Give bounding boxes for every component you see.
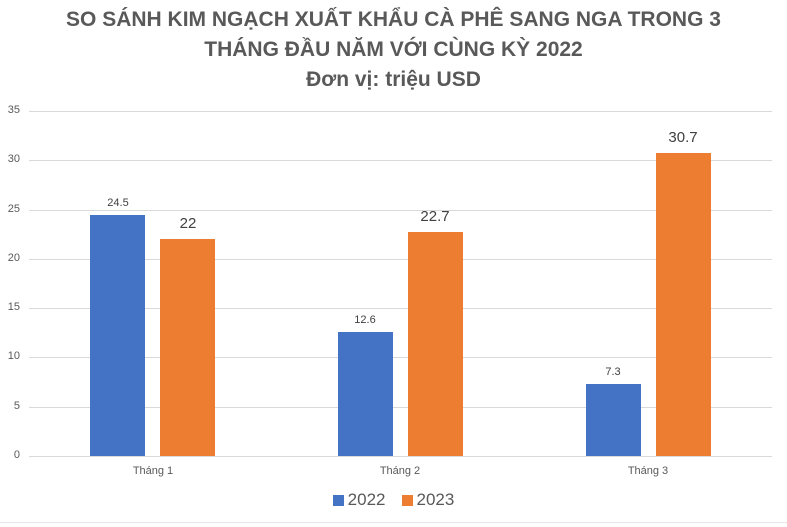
y-tick-label: 0 (13, 449, 20, 461)
legend: 2022 2023 (0, 490, 787, 510)
gridline (29, 210, 772, 211)
data-label: 7.3 (605, 366, 621, 378)
data-label: 22 (179, 215, 197, 232)
data-label: 30.7 (668, 129, 698, 146)
bar-2023-1 (160, 239, 215, 456)
y-tick-label: 30 (7, 153, 20, 165)
gridline (29, 259, 772, 260)
chart-title-line-2: THÁNG ĐẦU NĂM VỚI CÙNG KỲ 2022 (204, 38, 583, 61)
bar-2023-3 (656, 153, 711, 456)
bottom-border (0, 522, 787, 523)
data-label: 24.5 (107, 197, 129, 209)
y-tick-label: 20 (7, 252, 20, 264)
bar-2022-3 (586, 384, 641, 456)
x-axis-label: Tháng 2 (379, 465, 421, 477)
gridline (29, 456, 772, 457)
legend-item-2023: 2023 (401, 490, 455, 510)
bar-2023-2 (408, 232, 463, 456)
legend-item-2022: 2022 (332, 490, 386, 510)
legend-swatch-2023 (401, 494, 413, 506)
gridline (29, 111, 772, 112)
gridline (29, 308, 772, 309)
y-tick-label: 15 (7, 301, 20, 313)
y-tick-label: 5 (13, 400, 20, 412)
legend-label-2022: 2022 (347, 490, 386, 509)
data-label: 12.6 (354, 314, 376, 326)
chart-subtitle-unit: Đơn vị: triệu USD (306, 68, 481, 91)
chart-title-line-1: SO SÁNH KIM NGẠCH XUẤT KHẨU CÀ PHÊ SANG … (66, 8, 721, 31)
y-tick-label: 10 (7, 350, 20, 362)
gridline (29, 160, 772, 161)
gridline (29, 357, 772, 358)
x-axis-label: Tháng 3 (627, 465, 669, 477)
data-label: 22.7 (420, 208, 450, 225)
y-tick-label: 25 (7, 203, 20, 215)
legend-label-2023: 2023 (416, 490, 455, 509)
x-axis-label: Tháng 1 (132, 465, 174, 477)
y-tick-label: 35 (7, 104, 20, 116)
gridline (29, 407, 772, 408)
bar-2022-1 (90, 215, 145, 456)
bar-2022-2 (338, 332, 393, 456)
legend-swatch-2022 (332, 494, 344, 506)
